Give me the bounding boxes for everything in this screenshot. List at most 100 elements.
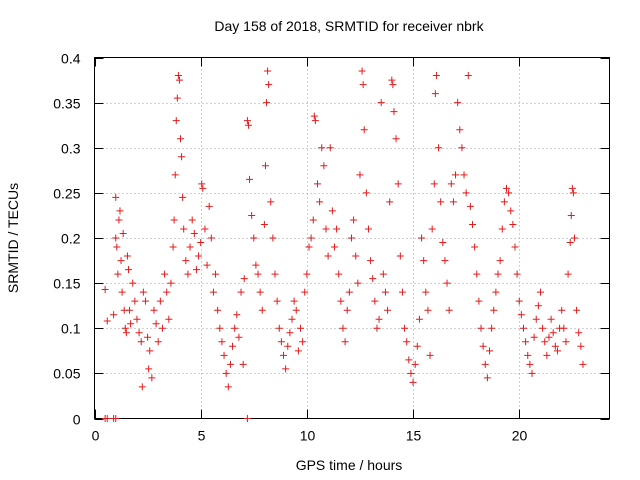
data-point bbox=[110, 311, 118, 319]
data-point bbox=[305, 243, 313, 251]
data-point bbox=[265, 81, 273, 89]
data-point bbox=[288, 315, 296, 323]
data-point bbox=[369, 275, 377, 283]
y-tick-label: 0.1 bbox=[61, 321, 81, 337]
data-point bbox=[386, 198, 394, 206]
data-point bbox=[103, 317, 111, 325]
data-point bbox=[144, 333, 152, 341]
data-point bbox=[250, 234, 258, 242]
data-point bbox=[437, 198, 445, 206]
data-point bbox=[243, 117, 251, 125]
data-point bbox=[115, 216, 123, 224]
data-point bbox=[445, 306, 453, 314]
x-axis-label: GPS time / hours bbox=[296, 457, 403, 473]
data-point bbox=[541, 338, 549, 346]
data-point bbox=[551, 342, 559, 350]
data-point bbox=[452, 171, 460, 179]
data-point bbox=[360, 126, 368, 134]
data-point bbox=[326, 144, 334, 152]
data-point bbox=[220, 351, 228, 359]
data-point bbox=[131, 297, 139, 305]
data-point bbox=[190, 229, 198, 237]
data-point bbox=[112, 415, 120, 422]
data-point bbox=[560, 324, 568, 332]
data-point bbox=[324, 252, 332, 260]
data-point bbox=[398, 288, 406, 296]
data-point bbox=[530, 333, 538, 341]
axis-ticks bbox=[94, 57, 610, 420]
data-point bbox=[500, 198, 508, 206]
data-point bbox=[150, 306, 158, 314]
data-point bbox=[511, 243, 519, 251]
data-point bbox=[261, 162, 269, 170]
data-point bbox=[117, 257, 125, 265]
data-point bbox=[192, 266, 200, 274]
data-point bbox=[224, 383, 232, 391]
data-point bbox=[113, 243, 121, 251]
data-point bbox=[172, 117, 180, 125]
data-point bbox=[392, 135, 400, 143]
x-tick-label: 10 bbox=[300, 428, 316, 444]
data-point bbox=[158, 324, 166, 332]
data-point bbox=[180, 225, 188, 233]
data-point bbox=[167, 279, 175, 287]
data-point bbox=[209, 288, 217, 296]
data-point bbox=[112, 234, 120, 242]
data-point bbox=[401, 324, 409, 332]
data-point bbox=[558, 306, 566, 314]
data-point bbox=[169, 243, 177, 251]
data-point bbox=[163, 288, 171, 296]
data-point bbox=[456, 126, 464, 134]
data-point bbox=[343, 306, 351, 314]
data-point bbox=[177, 135, 185, 143]
data-point bbox=[252, 261, 260, 269]
data-point bbox=[424, 306, 432, 314]
data-point bbox=[216, 324, 224, 332]
data-point bbox=[413, 342, 421, 350]
data-point bbox=[182, 257, 190, 265]
data-point bbox=[123, 252, 131, 260]
data-point bbox=[301, 288, 309, 296]
data-point bbox=[222, 369, 230, 377]
data-point bbox=[394, 180, 402, 188]
data-point bbox=[240, 275, 248, 283]
data-point bbox=[454, 99, 462, 107]
data-points bbox=[101, 67, 587, 422]
data-point bbox=[267, 198, 275, 206]
data-point bbox=[345, 288, 353, 296]
data-point bbox=[568, 184, 576, 192]
data-point bbox=[358, 67, 366, 75]
data-point bbox=[407, 369, 415, 377]
data-point bbox=[239, 360, 247, 368]
data-point bbox=[246, 175, 254, 183]
data-point bbox=[280, 351, 288, 359]
data-point bbox=[577, 342, 585, 350]
data-point bbox=[356, 171, 364, 179]
data-point bbox=[447, 180, 455, 188]
data-point bbox=[320, 162, 328, 170]
data-point bbox=[124, 266, 132, 274]
data-point bbox=[316, 198, 324, 206]
data-point bbox=[422, 288, 430, 296]
data-point bbox=[145, 365, 153, 373]
data-point bbox=[161, 270, 169, 278]
data-point bbox=[138, 383, 146, 391]
data-point bbox=[277, 338, 285, 346]
data-point bbox=[121, 324, 129, 332]
data-point bbox=[258, 306, 266, 314]
data-point bbox=[229, 342, 237, 350]
data-point bbox=[152, 320, 160, 328]
x-tick-label: 0 bbox=[92, 428, 100, 444]
data-point bbox=[367, 257, 375, 265]
data-point bbox=[579, 360, 587, 368]
data-point bbox=[148, 374, 156, 382]
data-point bbox=[354, 279, 362, 287]
data-point bbox=[284, 342, 292, 350]
data-point bbox=[243, 415, 251, 422]
data-point bbox=[307, 234, 315, 242]
data-point bbox=[411, 360, 419, 368]
data-point bbox=[156, 297, 164, 305]
data-point bbox=[141, 297, 149, 305]
data-point bbox=[330, 243, 338, 251]
data-point bbox=[173, 94, 181, 102]
